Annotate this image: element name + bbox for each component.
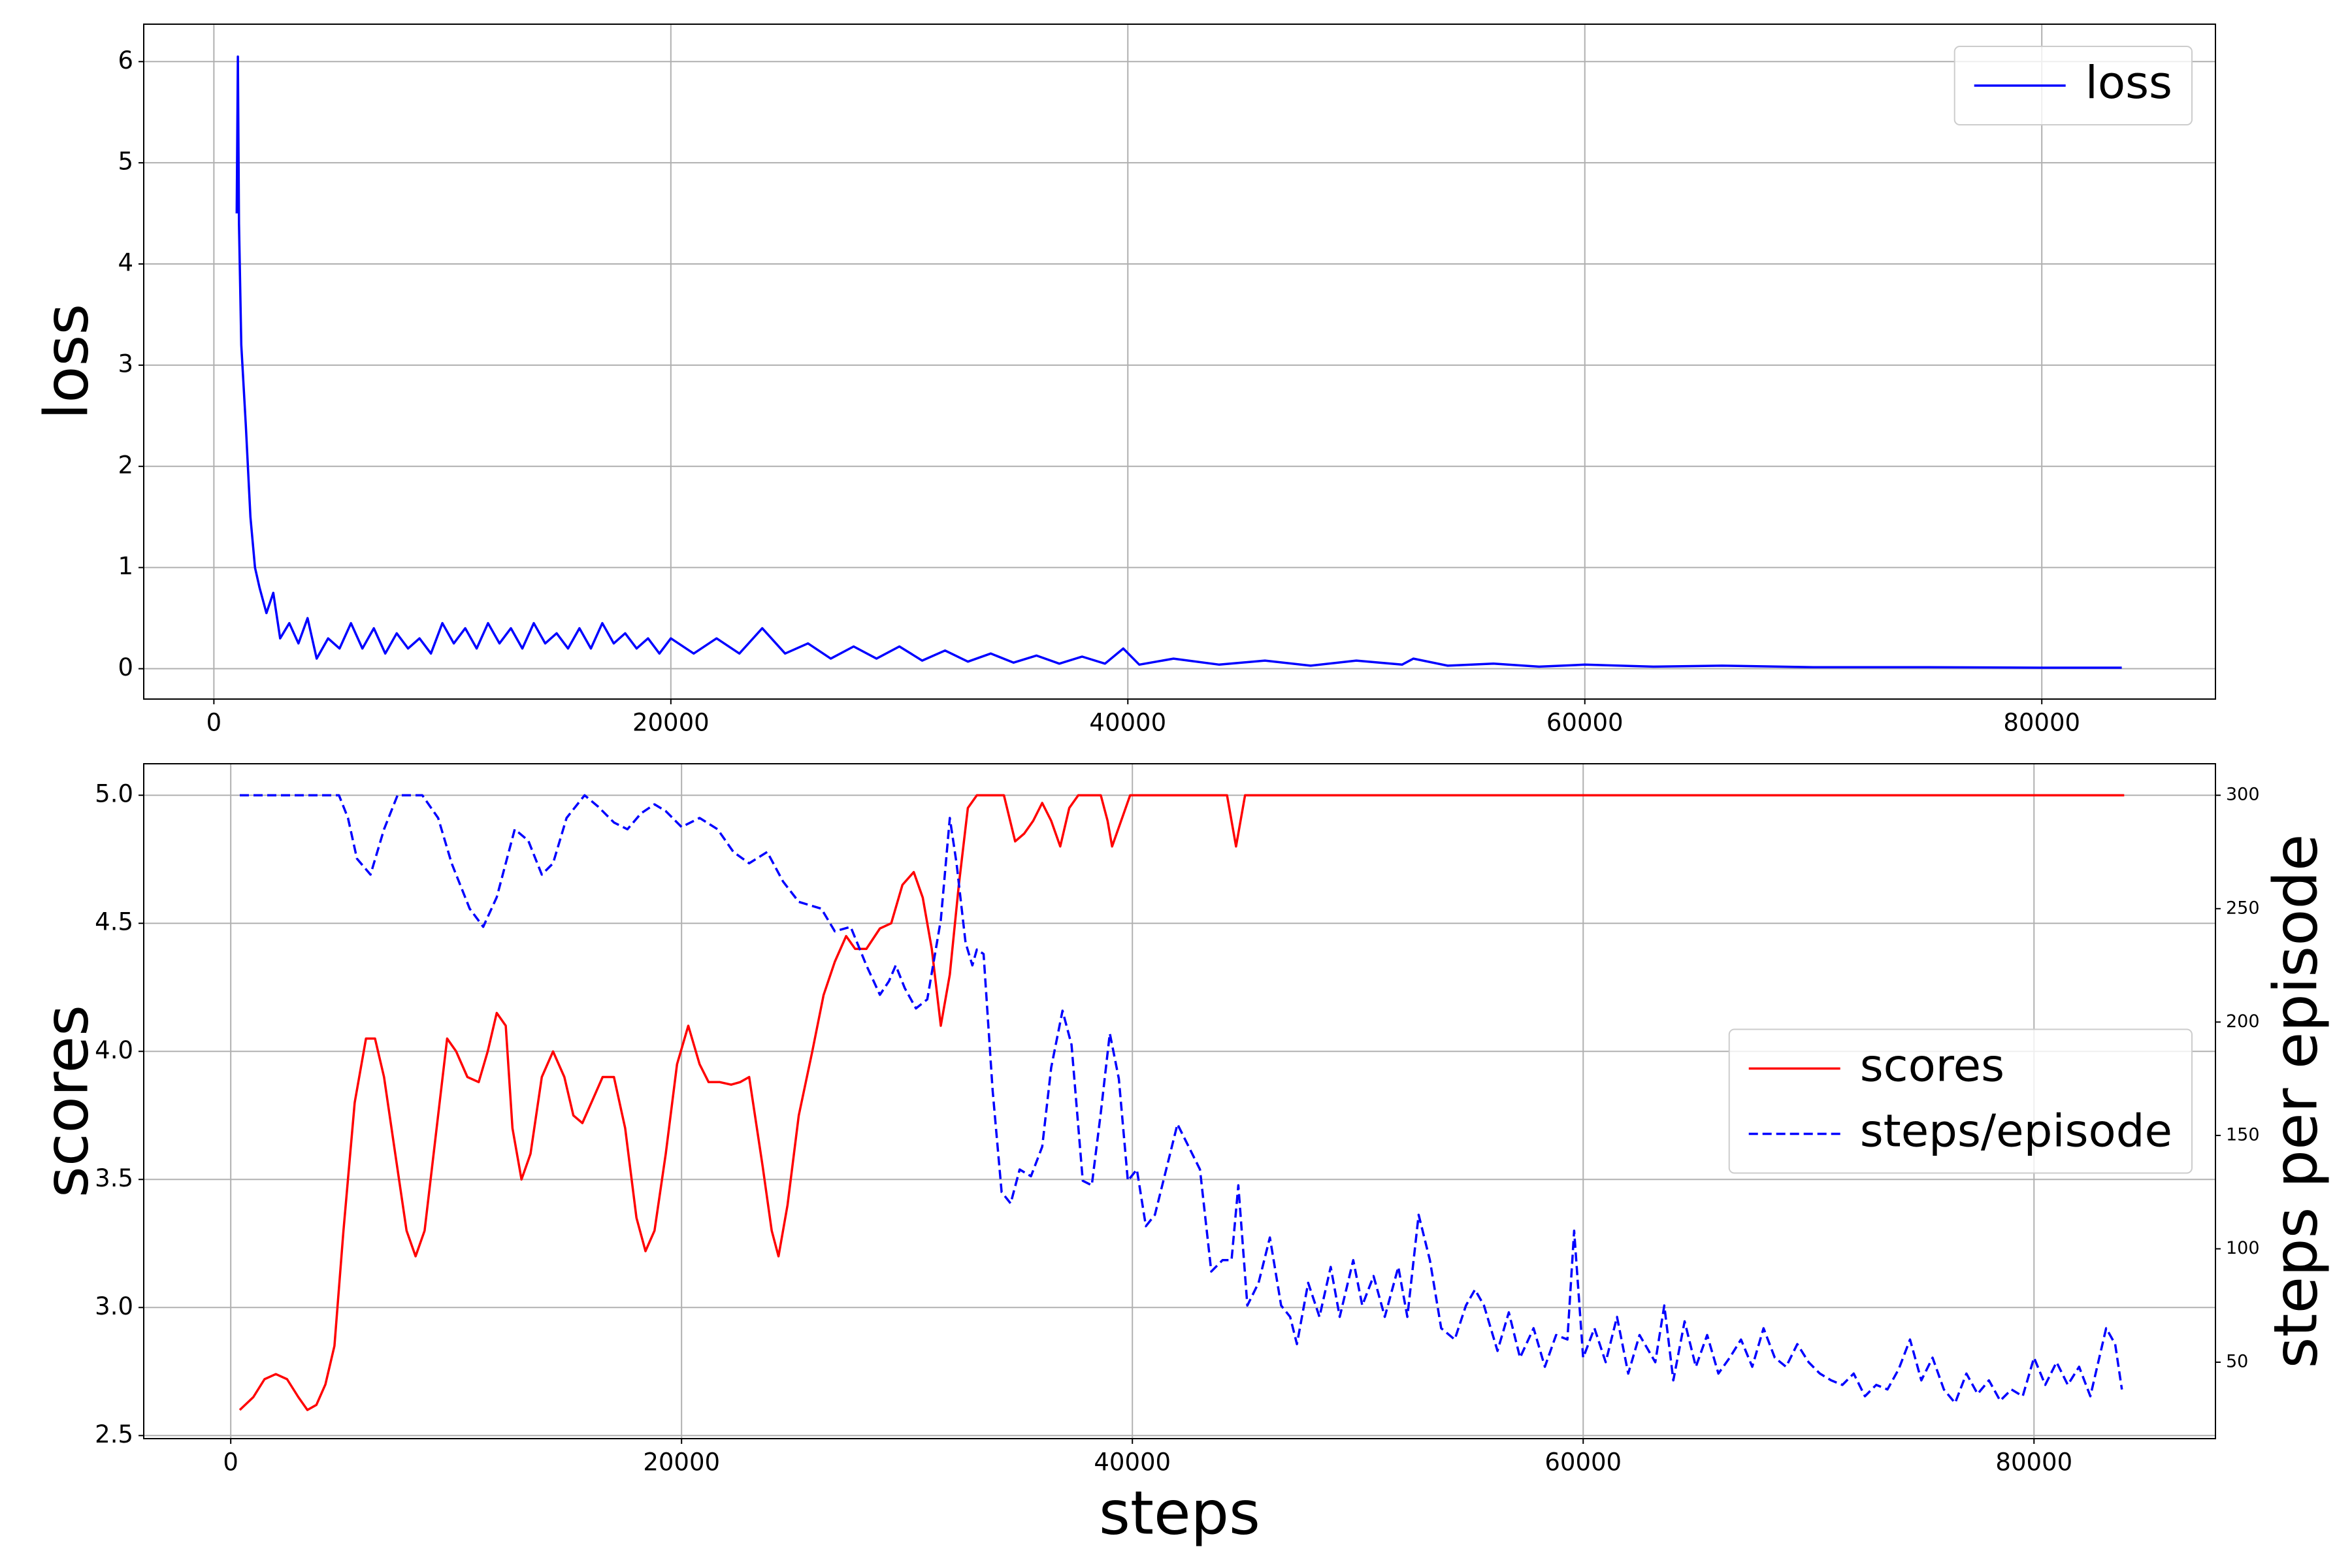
x-tick-label: 40000	[1094, 1448, 1171, 1477]
y-tick-label: 4.5	[95, 908, 133, 936]
x-tick-label: 60000	[1544, 1448, 1622, 1477]
plot-frame	[143, 763, 2216, 1439]
x-tick-label: 60000	[1546, 709, 1624, 737]
x-tick-label: 0	[223, 1448, 238, 1477]
y2-tick-label: 250	[2226, 898, 2260, 918]
y-tick-label: 3.5	[95, 1164, 133, 1192]
legend-frame	[1953, 46, 2193, 125]
y2-tick-label: 100	[2226, 1238, 2260, 1258]
y2-tick-label: 300	[2226, 785, 2260, 805]
y-tick-label: 5.0	[95, 780, 133, 808]
y2-axis-label: steps per episode	[2261, 834, 2330, 1368]
y-tick-label: 3	[118, 350, 133, 378]
x-tick-label: 80000	[1995, 1448, 2072, 1477]
x-tick-label: 80000	[2003, 709, 2080, 737]
y-tick-label: 1	[118, 552, 133, 580]
legend: loss	[1953, 46, 2193, 125]
legend-label: scores	[1860, 1040, 2004, 1092]
y-tick-label: 2	[118, 451, 133, 479]
y-tick-label: 6	[118, 46, 133, 74]
y2-tick-label: 200	[2226, 1011, 2260, 1032]
legend: scores steps/episode	[1728, 1028, 2193, 1174]
legend-frame	[1728, 1028, 2193, 1174]
x-axis-label: steps	[1099, 1478, 1260, 1548]
y-tick-label: 0	[118, 653, 133, 681]
series-line	[240, 794, 2123, 1405]
series-line	[235, 55, 2122, 669]
series-line	[238, 794, 2125, 1411]
legend-label: steps/episode	[1860, 1105, 2172, 1158]
x-tick-label: 20000	[643, 1448, 720, 1477]
y-tick-label: 4	[118, 249, 133, 277]
x-tick-label: 20000	[632, 709, 710, 737]
x-tick-label: 0	[206, 709, 222, 737]
y-axis-label: scores	[31, 1005, 101, 1198]
y-tick-label: 2.5	[95, 1420, 133, 1448]
plot-frame	[143, 24, 2216, 700]
y2-tick-label: 150	[2226, 1124, 2260, 1145]
x-tick-label: 40000	[1089, 709, 1166, 737]
y-tick-label: 4.0	[95, 1036, 133, 1064]
legend-label: loss	[2085, 57, 2172, 109]
y-tick-label: 5	[118, 148, 133, 176]
y-tick-label: 3.0	[95, 1292, 133, 1320]
y-axis-label: loss	[31, 304, 101, 420]
y2-tick-label: 50	[2226, 1352, 2248, 1372]
